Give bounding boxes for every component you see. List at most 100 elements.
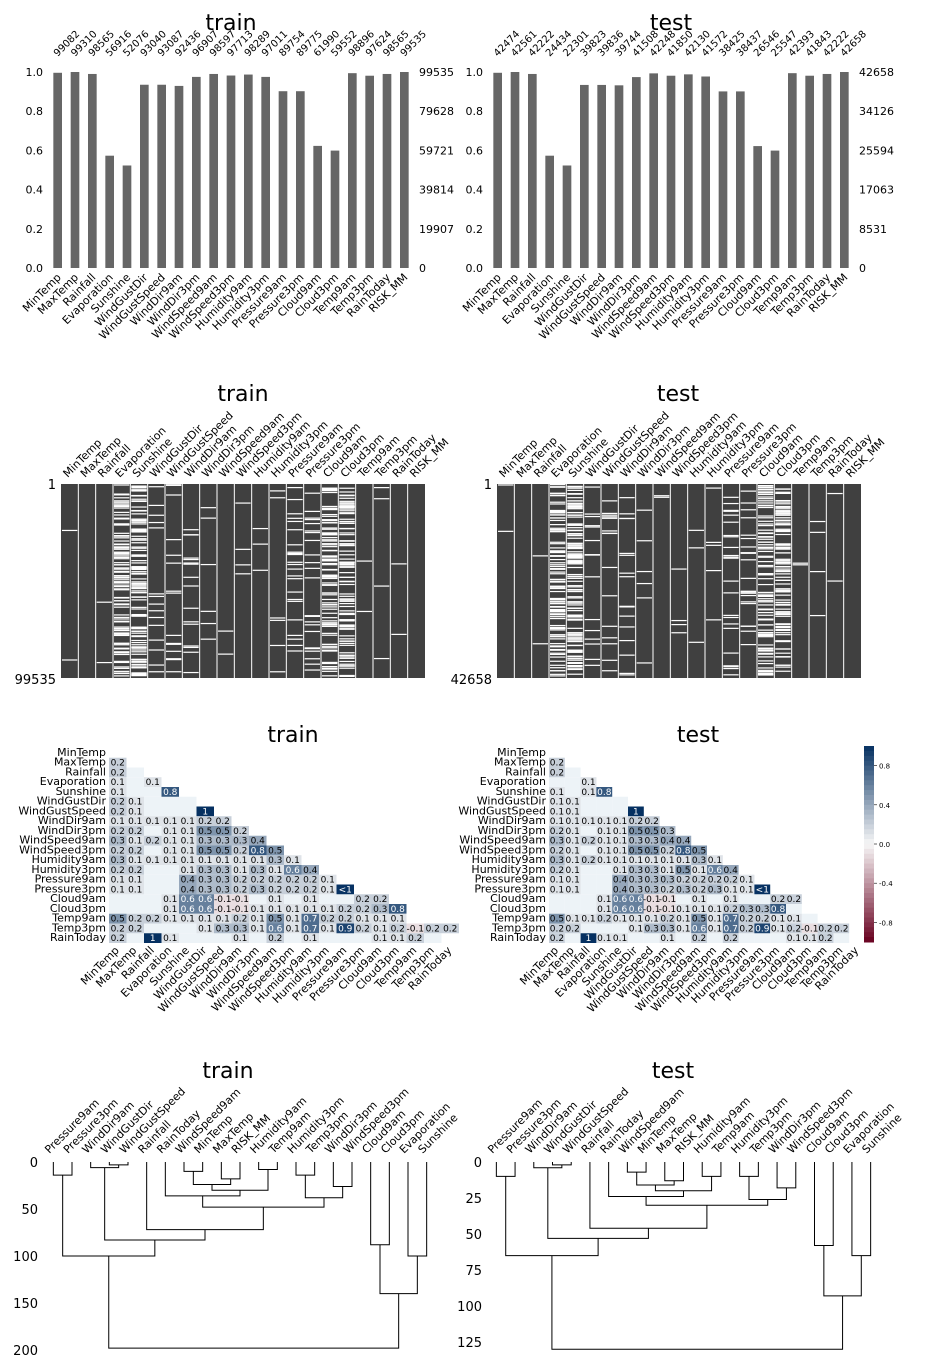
heatmap-cell <box>675 835 692 846</box>
missing-line <box>304 615 320 617</box>
missing-line <box>131 660 147 662</box>
matrix-column <box>671 568 687 634</box>
missing-line <box>304 663 320 665</box>
missing-line <box>131 608 147 610</box>
missing-line <box>775 626 791 629</box>
missing-line <box>252 527 268 530</box>
missing-line <box>131 510 147 512</box>
heatmap-cell <box>722 884 739 895</box>
heatmap-cell-empty <box>580 874 597 885</box>
missing-line <box>131 572 147 574</box>
missing-line <box>131 566 147 568</box>
cell-value-label: 0.2 <box>550 924 564 934</box>
missing-line <box>550 501 566 503</box>
cell-value-label: 0.4 <box>724 866 739 876</box>
missing-line <box>322 564 338 566</box>
missing-line <box>775 488 791 490</box>
missing-line <box>775 664 791 666</box>
heatmap-cell-empty <box>179 923 197 934</box>
missing-line <box>148 639 164 641</box>
cell-value-label: 0.3 <box>216 866 230 876</box>
cell-value-label: 0.1 <box>198 924 212 934</box>
heatmap-cell <box>249 865 267 875</box>
matrix-column <box>654 495 670 498</box>
heatmap-cell <box>389 923 407 934</box>
missing-line <box>532 643 548 645</box>
heatmap-cell-empty <box>144 787 162 797</box>
heatmap-cell-empty <box>214 933 232 943</box>
missing-line <box>131 641 147 644</box>
missing-line <box>567 614 583 616</box>
heatmap-cell <box>231 874 249 885</box>
missing-line <box>322 560 338 562</box>
missing-line <box>775 652 791 654</box>
cell-value-label: 0.4 <box>181 876 196 886</box>
missing-line <box>304 522 320 525</box>
cell-value-label: 0.1 <box>128 798 142 808</box>
missing-line <box>567 547 583 549</box>
missing-line <box>131 498 147 500</box>
heatmap-cell <box>754 913 771 924</box>
missing-line <box>723 546 739 549</box>
missing-line <box>775 590 791 592</box>
missing-line <box>131 635 147 638</box>
cell-value-label: 0.2 <box>739 915 753 925</box>
missing-line <box>775 543 791 545</box>
cell-value-label: 0.1 <box>660 856 674 866</box>
missing-line <box>131 665 147 667</box>
cell-value-label: 0.2 <box>581 837 595 847</box>
missing-line <box>567 651 583 653</box>
missing-line <box>550 551 566 554</box>
missing-line <box>758 484 774 487</box>
heatmap-cell <box>564 835 581 846</box>
heatmap-cell <box>126 923 144 934</box>
cell-value-label: 0.3 <box>550 837 564 847</box>
missing-line <box>740 546 756 548</box>
cell-value-label: 0.6 <box>268 924 283 934</box>
missing-line <box>131 584 147 586</box>
heatmap-cell-empty <box>612 923 628 934</box>
missing-line <box>374 585 390 587</box>
cell-value-label: 0.4 <box>676 837 691 847</box>
missing-line <box>114 507 130 509</box>
y-tick-label: 0.8 <box>466 105 484 118</box>
heatmap-cell-empty <box>612 796 628 807</box>
missing-line <box>550 638 566 640</box>
missing-line <box>550 503 566 505</box>
missing-line <box>775 528 791 530</box>
missing-line <box>114 564 130 566</box>
missing-line <box>758 601 774 603</box>
missing-line <box>567 650 583 652</box>
dendro-test: test0255075100125Pressure9amPressure3pmW… <box>457 1059 904 1351</box>
missing-line <box>339 561 355 563</box>
missing-line <box>166 671 182 673</box>
heatmap-cell <box>628 806 644 817</box>
colorbar-tick-label: 0.4 <box>879 802 891 810</box>
missing-line <box>339 593 355 595</box>
row-label: Cloud9am <box>490 892 546 905</box>
cell-value-label: 0.2 <box>111 846 125 856</box>
dendrogram-link <box>220 1162 241 1180</box>
missing-line <box>96 601 112 603</box>
missing-line <box>775 522 791 524</box>
heatmap-cell <box>612 913 628 924</box>
matrix-column <box>252 527 268 571</box>
missing-line <box>740 577 756 579</box>
missing-line <box>322 556 338 558</box>
missing-line <box>235 502 251 504</box>
missing-line <box>287 619 303 621</box>
missing-line <box>567 535 583 537</box>
cell-value-label: 0.3 <box>660 827 674 837</box>
heatmap-cell-empty <box>109 894 127 904</box>
missing-line <box>602 514 618 516</box>
heatmap-cell <box>249 874 267 885</box>
cell-value-label: 1 <box>150 934 156 944</box>
missing-line <box>706 569 722 572</box>
missing-line <box>775 529 791 531</box>
heatmap-cell <box>628 835 644 846</box>
missing-line <box>148 486 164 488</box>
missing-line <box>550 558 566 561</box>
heatmap-cell <box>161 816 179 826</box>
heatmap-cell-empty <box>564 767 581 778</box>
cell-value-label: 0.1 <box>708 915 722 925</box>
